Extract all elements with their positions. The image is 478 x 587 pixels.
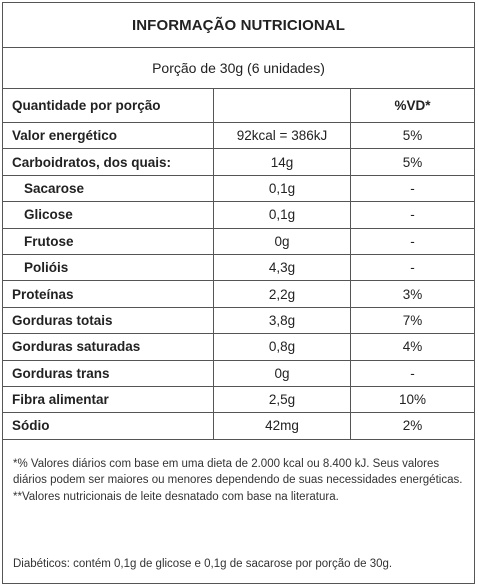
nutrient-name: Fibra alimentar: [3, 386, 214, 414]
nutrient-name: Gorduras saturadas: [3, 333, 214, 361]
nutrient-name: Frutose: [3, 228, 214, 255]
nutrient-amount: 92kcal = 386kJ: [213, 122, 351, 150]
nutrient-vd: 3%: [350, 280, 474, 308]
nutrient-amount: 0g: [213, 228, 351, 255]
footnotes: *% Valores diários com base em uma dieta…: [3, 440, 474, 506]
table-row: Proteínas 2,2g 3%: [3, 280, 474, 308]
table-row: Frutose 0g -: [3, 228, 474, 255]
table-header-row: Quantidade por porção %VD*: [3, 89, 474, 123]
nutrient-name: Glicose: [3, 201, 214, 229]
header-amount: [213, 89, 351, 123]
nutrient-amount: 0g: [213, 360, 351, 387]
nutrient-vd: 5%: [350, 148, 474, 176]
nutrient-name: Sódio: [3, 412, 214, 440]
table-row: Gorduras saturadas 0,8g 4%: [3, 333, 474, 361]
table-row: Carboidratos, dos quais: 14g 5%: [3, 148, 474, 176]
diabetics-note: Diabéticos: contém 0,1g de glicose e 0,1…: [13, 558, 393, 570]
nutrient-amount: 0,1g: [213, 175, 351, 203]
nutrient-vd: 2%: [350, 412, 474, 440]
nutrient-name: Carboidratos, dos quais:: [3, 148, 214, 176]
header-vd: %VD*: [350, 89, 474, 123]
nutrition-title: INFORMAÇÃO NUTRICIONAL: [3, 3, 474, 48]
table-row: Fibra alimentar 2,5g 10%: [3, 386, 474, 414]
table-row: Valor energético 92kcal = 386kJ 5%: [3, 122, 474, 150]
nutrient-name: Gorduras totais: [3, 307, 214, 335]
nutrient-amount: 42mg: [213, 412, 351, 440]
table-row: Polióis 4,3g -: [3, 254, 474, 282]
nutrient-amount: 4,3g: [213, 254, 351, 282]
table-row: Gorduras totais 3,8g 7%: [3, 307, 474, 335]
footnote-daily-values: *% Valores diários com base em uma dieta…: [13, 457, 463, 487]
nutrition-table: Quantidade por porção %VD* Valor energét…: [3, 89, 474, 440]
nutrient-name: Polióis: [3, 254, 214, 282]
nutrient-name: Gorduras trans: [3, 360, 214, 387]
nutrient-amount: 14g: [213, 148, 351, 176]
nutrient-vd: 10%: [350, 386, 474, 414]
table-row: Glicose 0,1g -: [3, 201, 474, 229]
footnote-literature: **Valores nutricionais de leite desnatad…: [13, 490, 339, 503]
nutrient-vd: 7%: [350, 307, 474, 335]
nutrient-name: Sacarose: [3, 175, 214, 203]
nutrient-amount: 0,8g: [213, 333, 351, 361]
nutrient-amount: 2,2g: [213, 280, 351, 308]
table-row: Gorduras trans 0g -: [3, 360, 474, 387]
nutrient-vd: -: [350, 228, 474, 255]
table-row: Sódio 42mg 2%: [3, 412, 474, 440]
nutrient-name: Valor energético: [3, 122, 214, 150]
nutrient-amount: 3,8g: [213, 307, 351, 335]
portion-size: Porção de 30g (6 unidades): [3, 48, 474, 89]
nutrient-vd: -: [350, 201, 474, 229]
nutrient-vd: 5%: [350, 122, 474, 150]
header-quantity: Quantidade por porção: [3, 89, 214, 123]
nutrient-amount: 2,5g: [213, 386, 351, 414]
nutrient-name: Proteínas: [3, 280, 214, 308]
nutrient-amount: 0,1g: [213, 201, 351, 229]
nutrient-vd: -: [350, 254, 474, 282]
table-row: Sacarose 0,1g -: [3, 175, 474, 203]
nutrient-vd: -: [350, 175, 474, 203]
nutrient-vd: 4%: [350, 333, 474, 361]
nutrient-vd: -: [350, 360, 474, 387]
